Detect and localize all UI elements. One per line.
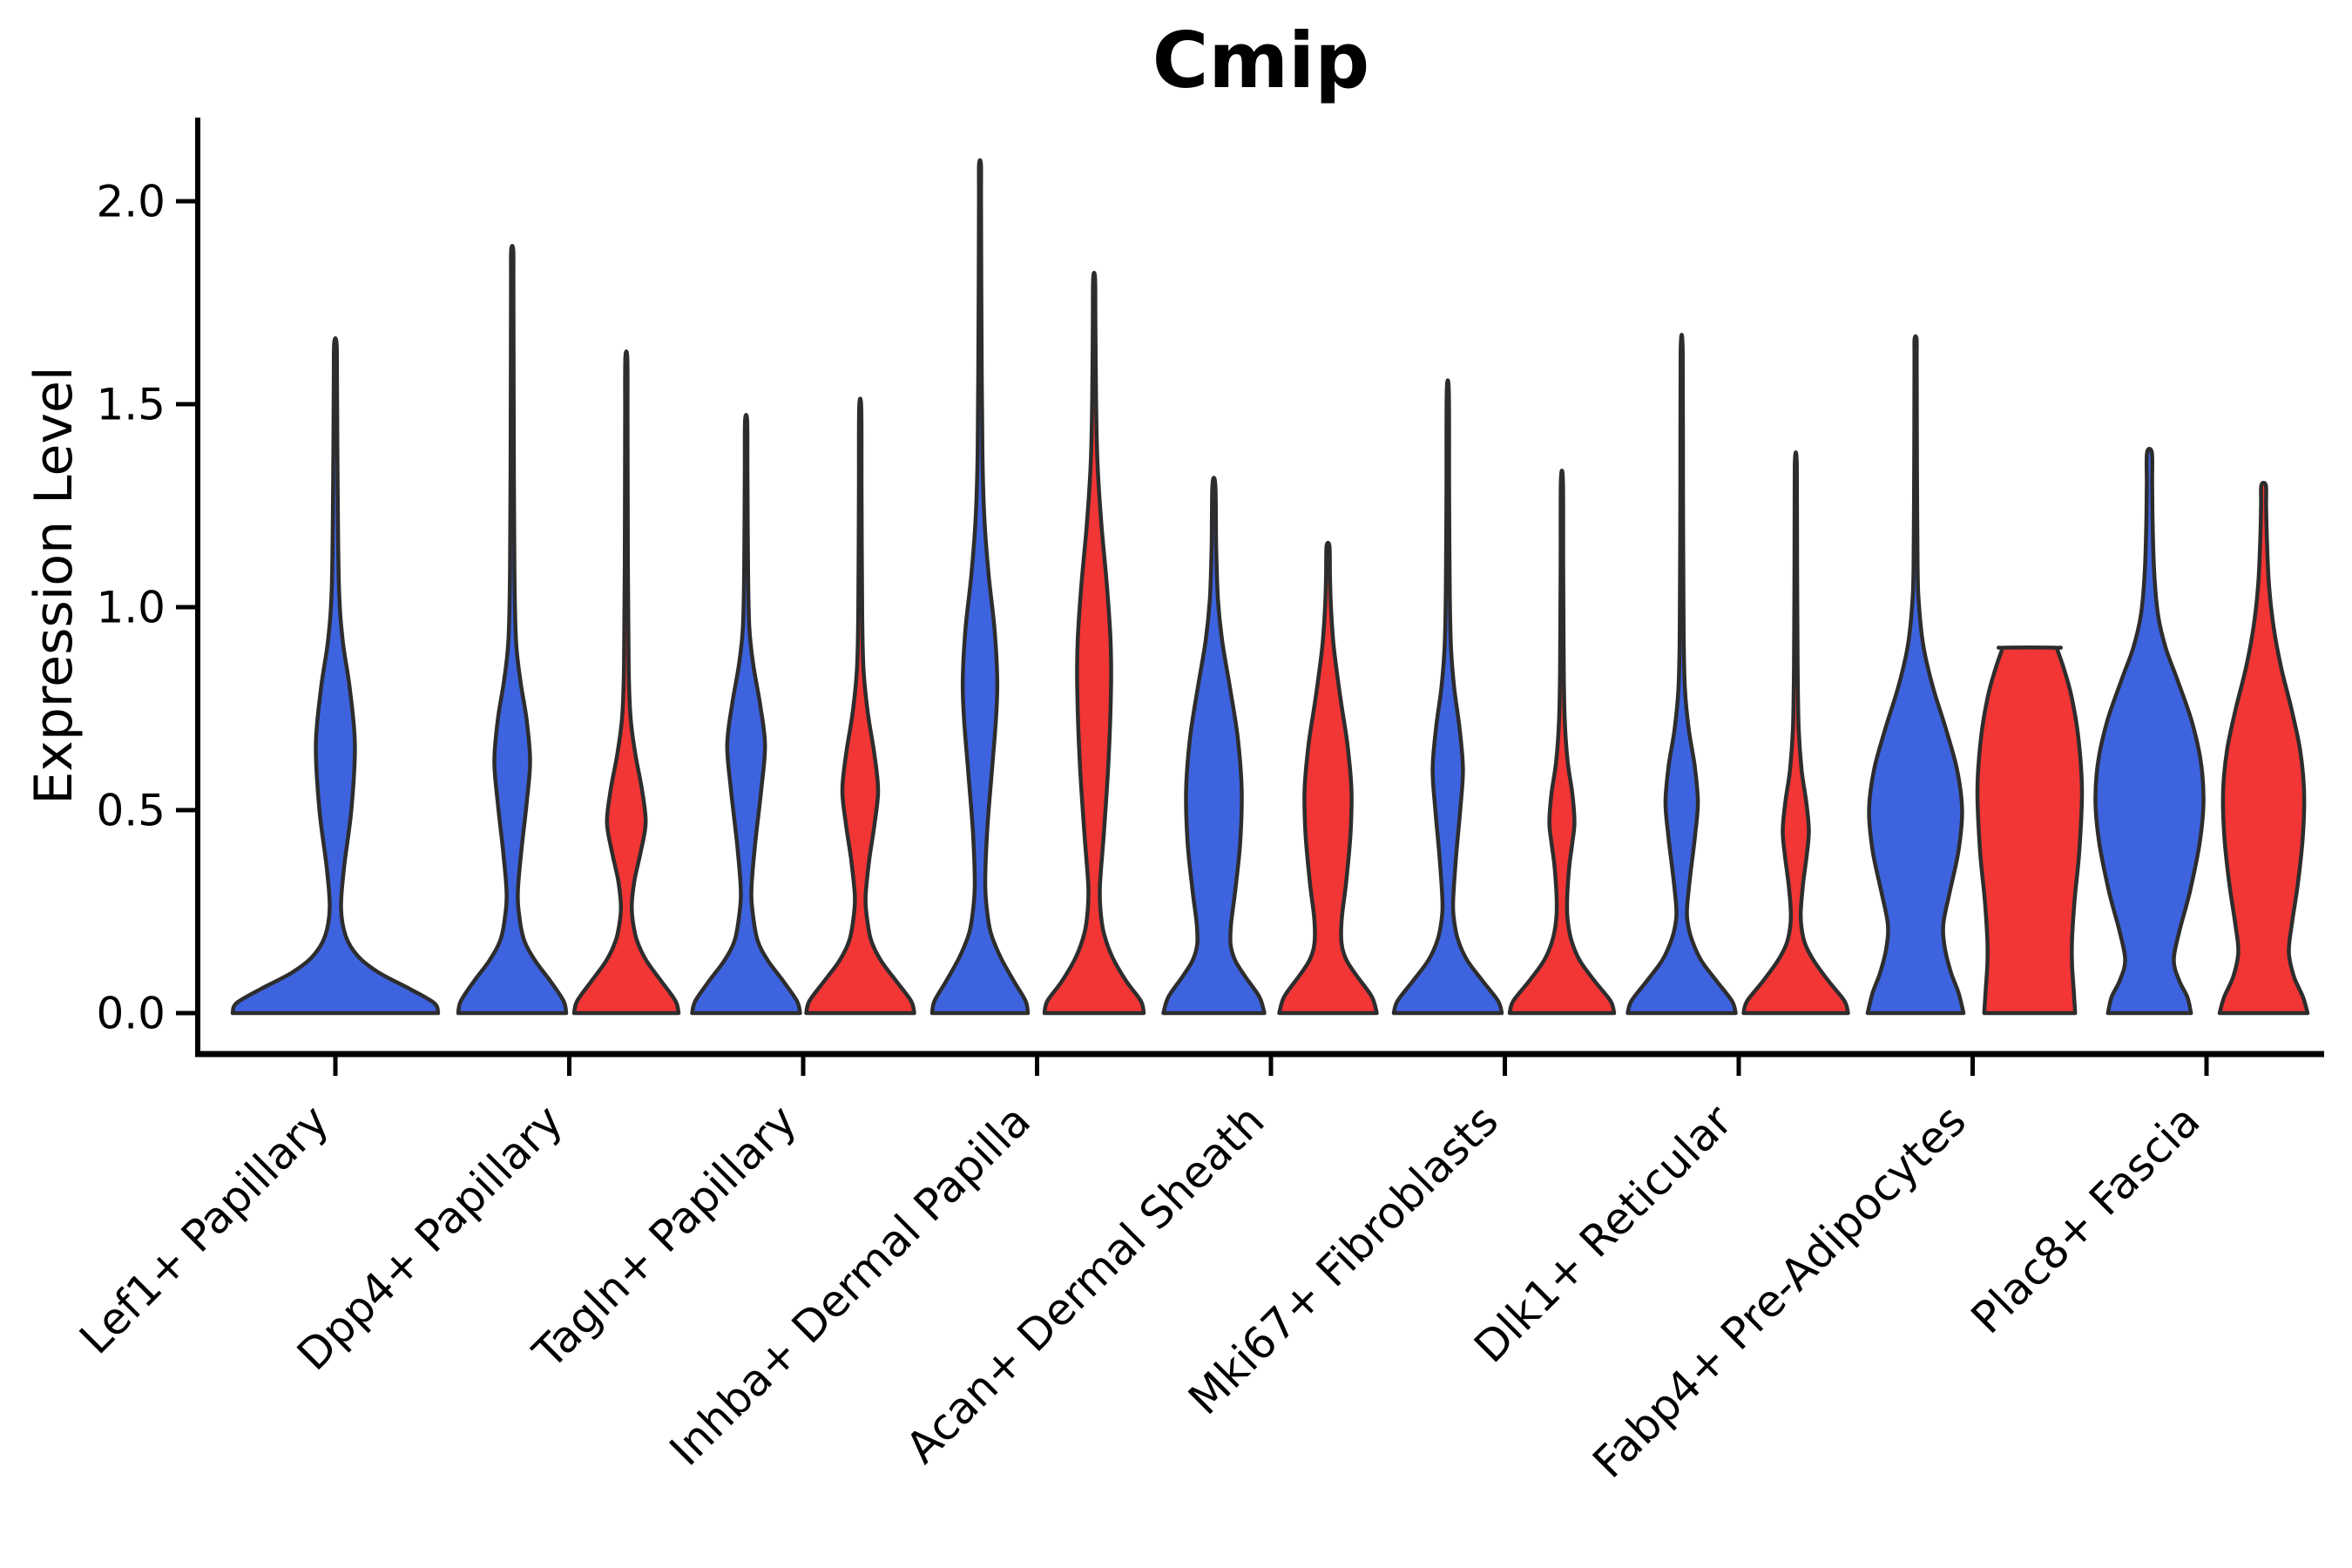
violin-red-7 bbox=[1975, 645, 2085, 1016]
violin-blue-2 bbox=[690, 412, 802, 1016]
violin-blue-0 bbox=[230, 336, 441, 1016]
x-tick-label-8: Plac8+ Fascia bbox=[1962, 1095, 2210, 1343]
violin-red-5 bbox=[1507, 469, 1617, 1016]
y-tick-label: 1.0 bbox=[96, 583, 166, 633]
violin-blue-8 bbox=[2093, 447, 2206, 1016]
x-tick-label-6: Dlk1+ Reticular bbox=[1464, 1095, 1741, 1372]
violin-red-1 bbox=[571, 349, 681, 1016]
y-tick-label: 0.0 bbox=[96, 989, 166, 1039]
violin-blue-7 bbox=[1865, 334, 1966, 1016]
y-tick-label: 2.0 bbox=[96, 177, 166, 227]
y-tick-label: 0.5 bbox=[96, 786, 166, 836]
x-tick-label-7: Fabp4+ Pre-Adipocytes bbox=[1583, 1095, 1976, 1488]
violin-blue-6 bbox=[1625, 332, 1738, 1016]
violin-blue-5 bbox=[1391, 378, 1504, 1016]
violin-blue-4 bbox=[1161, 476, 1267, 1016]
chart-title: Cmip bbox=[1152, 16, 1370, 105]
violin-red-6 bbox=[1741, 450, 1850, 1016]
violin-red-3 bbox=[1042, 270, 1146, 1016]
y-tick-label: 1.5 bbox=[96, 380, 166, 430]
x-tick-label-0: Lef1+ Papillary bbox=[70, 1095, 338, 1363]
violin-red-2 bbox=[804, 396, 916, 1016]
violin-red-8 bbox=[2217, 481, 2310, 1016]
violin-blue-1 bbox=[456, 244, 569, 1016]
violin-blue-3 bbox=[929, 158, 1031, 1016]
violin-red-4 bbox=[1277, 540, 1379, 1016]
